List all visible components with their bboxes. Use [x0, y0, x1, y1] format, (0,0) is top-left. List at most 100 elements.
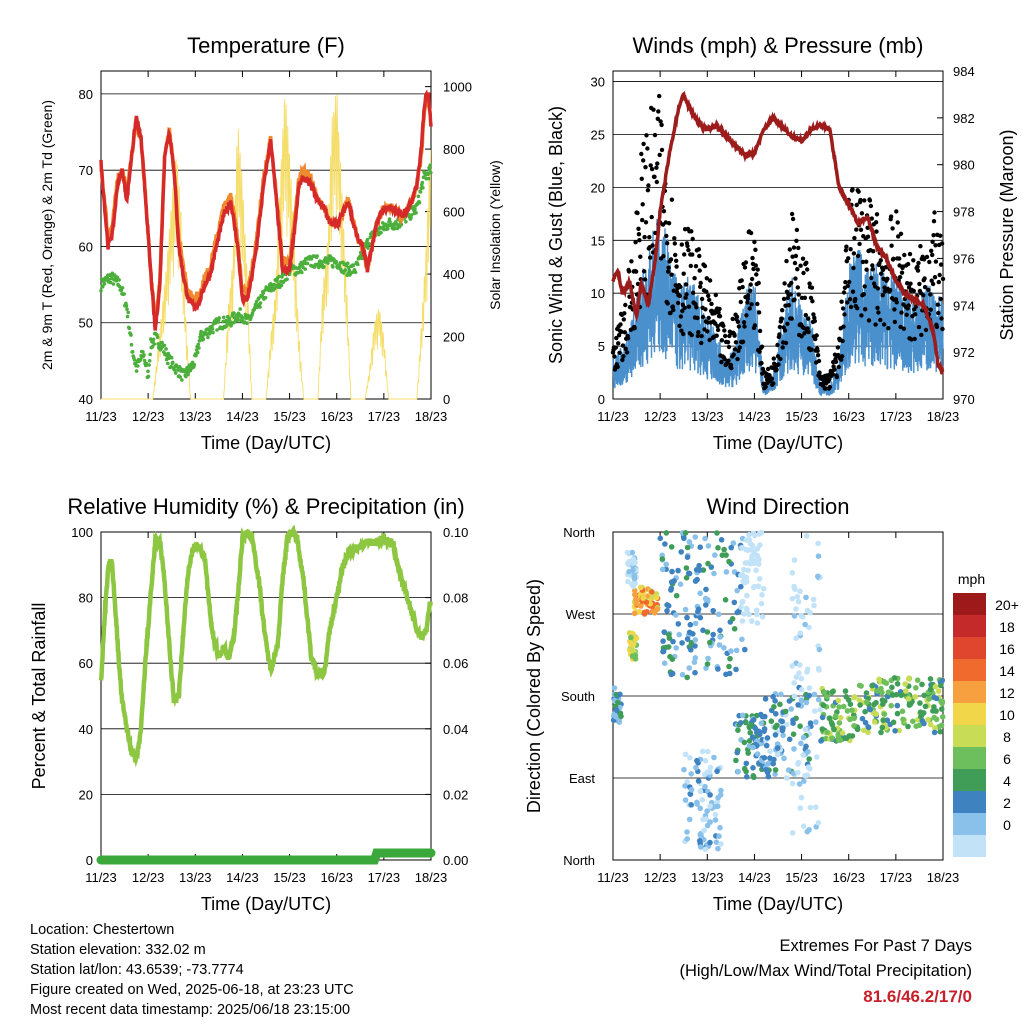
- direction-point: [633, 635, 640, 642]
- direction-point: [749, 558, 755, 565]
- direction-point: [715, 794, 721, 801]
- gust-point: [809, 347, 814, 352]
- direction-point: [705, 748, 711, 755]
- dewpoint-point: [428, 163, 433, 167]
- gust-point: [646, 183, 651, 188]
- gust-point: [641, 269, 647, 274]
- direction-point: [780, 732, 786, 739]
- direction-point: [803, 594, 809, 601]
- gust-point: [681, 331, 686, 337]
- direction-point: [879, 697, 886, 703]
- direction-point: [705, 655, 711, 662]
- direction-point: [761, 726, 768, 732]
- gust-point: [640, 217, 645, 223]
- speed-legend-swatch: [953, 813, 986, 835]
- direction-point: [798, 794, 805, 801]
- gust-point: [632, 325, 637, 331]
- gust-point: [890, 226, 895, 231]
- direction-point: [682, 606, 689, 613]
- direction-point: [703, 596, 709, 603]
- gust-point: [690, 236, 695, 242]
- gust-point: [780, 308, 785, 313]
- direction-point: [691, 659, 698, 665]
- dewpoint-point: [114, 278, 119, 283]
- gust-point: [855, 306, 860, 311]
- gust-point: [755, 301, 760, 307]
- gust-point: [681, 271, 686, 276]
- direction-point: [918, 713, 924, 720]
- direction-point: [707, 639, 713, 646]
- direction-point: [715, 845, 721, 852]
- direction-point: [927, 721, 934, 728]
- direction-point: [835, 697, 842, 704]
- dewpoint-point: [162, 343, 167, 348]
- precipitation-line: [96, 848, 436, 865]
- direction-point: [858, 683, 864, 689]
- dewpoint-point: [117, 278, 121, 282]
- gust-point: [740, 284, 745, 290]
- humidity-panel-xlabel: Time (Day/UTC): [201, 894, 331, 914]
- direction-point: [772, 698, 778, 704]
- temperature-ylabel: 2m & 9m T (Red, Orange) & 2m Td (Green): [39, 100, 55, 370]
- direction-point: [905, 696, 912, 702]
- direction-point: [791, 693, 798, 700]
- dewpoint-point: [215, 328, 219, 332]
- direction-point: [668, 544, 675, 550]
- direction-point: [807, 804, 814, 811]
- gust-point: [622, 330, 627, 335]
- dewpoint-point: [164, 347, 168, 351]
- direction-point: [927, 686, 934, 693]
- dewpoint-point: [132, 358, 137, 362]
- gust-point: [793, 253, 799, 259]
- dewpoint-point: [172, 368, 177, 372]
- direction-point: [786, 736, 793, 743]
- direction-point: [753, 567, 759, 574]
- direction-point: [718, 537, 725, 543]
- dewpoint-point: [206, 335, 210, 340]
- direction-point: [771, 704, 777, 710]
- direction-point: [910, 718, 916, 725]
- direction-point: [734, 749, 740, 756]
- direction-point: [837, 714, 844, 721]
- direction-point: [643, 599, 650, 605]
- direction-point: [692, 578, 699, 584]
- gust-point: [935, 302, 940, 307]
- gust-point: [750, 255, 755, 261]
- gust-point: [644, 133, 649, 138]
- direction-point: [723, 671, 729, 678]
- speed-legend-swatch: [953, 747, 986, 769]
- gust-point: [641, 158, 646, 163]
- direction-point: [754, 611, 760, 618]
- direction-point: [731, 626, 738, 632]
- gust-point: [786, 303, 791, 308]
- direction-point: [879, 689, 885, 696]
- direction-point: [613, 714, 619, 720]
- direction-point: [935, 688, 942, 694]
- humidity-panel-xtick-label: 17/23: [368, 870, 401, 885]
- speed-legend-swatch: [953, 593, 986, 615]
- direction-point: [772, 771, 778, 777]
- dewpoint-point: [272, 286, 277, 291]
- gust-point: [633, 269, 639, 274]
- gust-point: [858, 227, 864, 232]
- speed-legend-label: 10: [999, 707, 1015, 723]
- direction-point: [840, 703, 847, 710]
- station-info: Location: Chestertown Station elevation:…: [30, 920, 354, 1020]
- gust-point: [854, 227, 859, 232]
- direction-point: [772, 767, 779, 773]
- direction-point: [701, 827, 707, 834]
- dewpoint-point: [201, 337, 206, 342]
- direction-ytick-label: East: [569, 771, 595, 786]
- gust-point: [817, 370, 822, 375]
- direction-point: [692, 643, 698, 649]
- direction-point: [796, 781, 803, 787]
- gust-point: [621, 354, 626, 359]
- direction-point: [716, 833, 722, 839]
- speed-legend-label: 8: [1003, 729, 1011, 745]
- direction-point: [744, 774, 750, 780]
- direction-point: [697, 805, 703, 812]
- precip-ytick-label: 0.00: [443, 853, 468, 868]
- gust-point: [892, 307, 897, 312]
- gust-point: [684, 292, 689, 297]
- direction-point: [715, 611, 722, 618]
